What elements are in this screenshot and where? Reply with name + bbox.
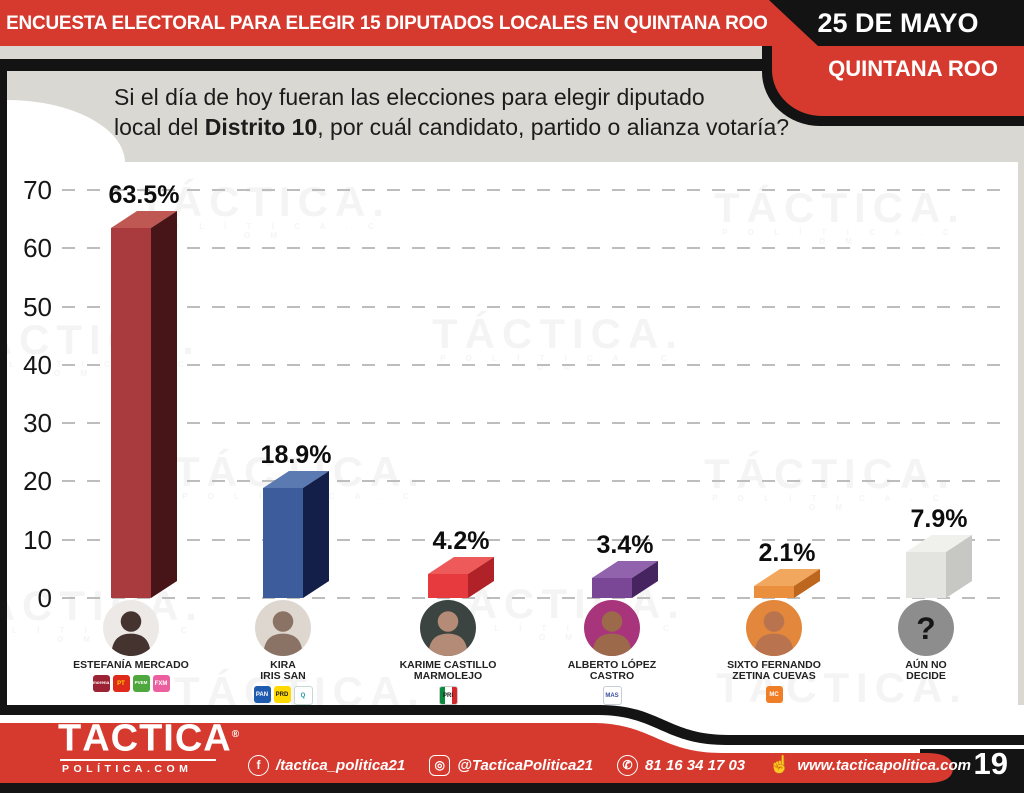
question-line-1: Si el día de hoy fueran las elecciones p… [114, 84, 705, 110]
phone-icon: ✆ [617, 754, 639, 776]
card-left-border [0, 59, 7, 715]
decor-gray-stripe [0, 46, 800, 59]
question-text: Si el día de hoy fueran las elecciones p… [114, 82, 789, 142]
page-number: 19 [973, 746, 1008, 781]
brand-domain: POLÍTICA.COM [62, 762, 193, 775]
instagram-handle: @TacticaPolitica21 [457, 756, 594, 774]
question-line-2: local del Distrito 10, por cuál candidat… [114, 114, 790, 140]
instagram-icon: ◎ [429, 754, 451, 776]
brand-rule [60, 758, 216, 761]
instagram-handle-item: ◎ @TacticaPolitica21 [429, 754, 594, 776]
website-url: www.tacticapolitica.com [797, 756, 971, 774]
district-highlight: Distrito 10 [204, 114, 318, 140]
click-hand-icon: ☝ [769, 755, 791, 774]
facebook-handle-item: f /tactica_politica21 [248, 754, 406, 776]
website-item: ☝ www.tacticapolitica.com [769, 755, 971, 775]
footer-brand-logo: TÁCTICA® POLÍTICA.COM [58, 716, 240, 775]
footer-ribbon [0, 705, 1024, 793]
brand-name: TÁCTICA® [58, 717, 241, 760]
survey-date: 25 DE MAYO [817, 7, 979, 38]
survey-title: ENCUESTA ELECTORAL PARA ELEGIR 15 DIPUTA… [6, 11, 768, 34]
phone-item: ✆ 81 16 34 17 03 [617, 754, 746, 776]
facebook-icon: f [248, 754, 269, 776]
chart-background [7, 162, 1018, 705]
footer-social-row: f /tactica_politica21 ◎ @TacticaPolitica… [248, 752, 971, 778]
decor-black-stripe [0, 59, 798, 71]
phone-number: 81 16 34 17 03 [645, 756, 746, 774]
region-ribbon [772, 46, 1024, 116]
region-label: QUINTANA ROO [828, 56, 998, 81]
header-red-ribbon [0, 0, 818, 46]
facebook-handle: /tactica_politica21 [276, 756, 406, 774]
card-right-edge [1018, 126, 1024, 706]
registered-mark: ® [231, 729, 241, 740]
header-bar: ENCUESTA ELECTORAL PARA ELEGIR 15 DIPUTA… [0, 0, 1024, 46]
